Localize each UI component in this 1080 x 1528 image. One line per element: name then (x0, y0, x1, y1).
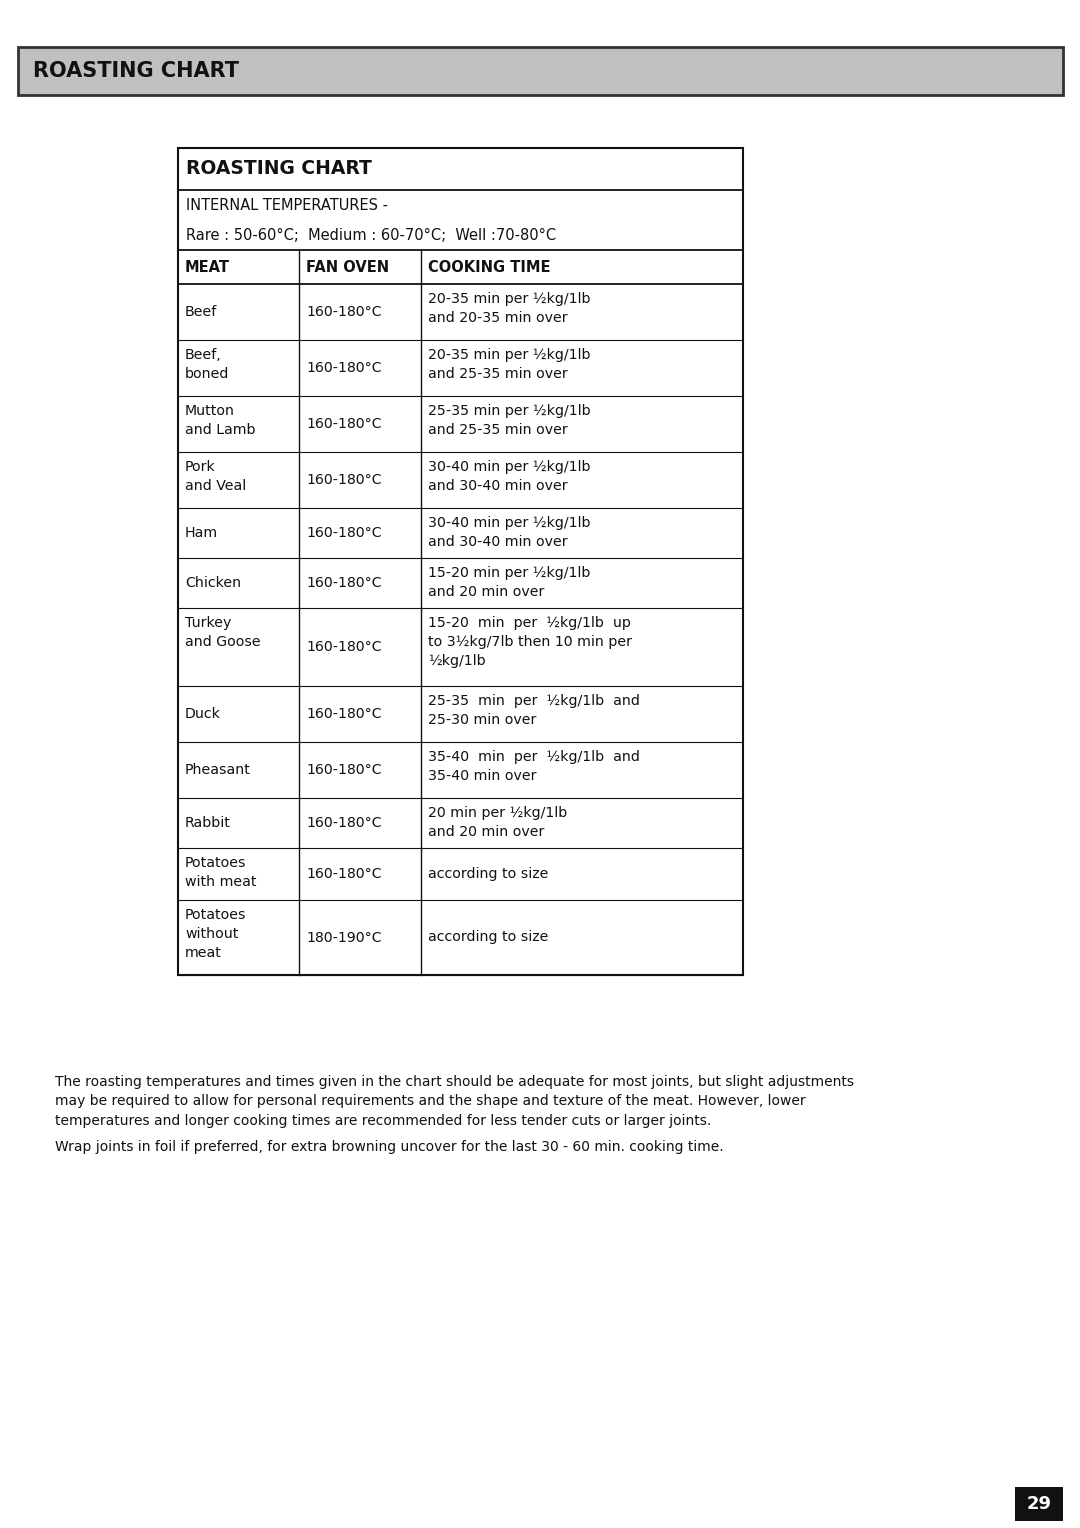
Text: 160-180°C: 160-180°C (307, 417, 382, 431)
Text: Wrap joints in foil if preferred, for extra browning uncover for the last 30 - 6: Wrap joints in foil if preferred, for ex… (55, 1140, 724, 1154)
Text: 160-180°C: 160-180°C (307, 707, 382, 721)
Text: Potatoes
with meat: Potatoes with meat (185, 856, 257, 889)
Text: 25-35 min per ½kg/1lb
and 25-35 min over: 25-35 min per ½kg/1lb and 25-35 min over (428, 403, 591, 437)
Text: 160-180°C: 160-180°C (307, 526, 382, 539)
Bar (178, 148, 743, 975)
Text: 30-40 min per ½kg/1lb
and 30-40 min over: 30-40 min per ½kg/1lb and 30-40 min over (428, 516, 591, 549)
Text: 160-180°C: 160-180°C (307, 816, 382, 830)
Text: FAN OVEN: FAN OVEN (307, 260, 390, 275)
Text: 20-35 min per ½kg/1lb
and 20-35 min over: 20-35 min per ½kg/1lb and 20-35 min over (428, 292, 591, 325)
Text: ROASTING CHART: ROASTING CHART (33, 61, 239, 81)
Text: Rare : 50-60°C;  Medium : 60-70°C;  Well :70-80°C: Rare : 50-60°C; Medium : 60-70°C; Well :… (186, 228, 556, 243)
Text: 30-40 min per ½kg/1lb
and 30-40 min over: 30-40 min per ½kg/1lb and 30-40 min over (428, 460, 591, 494)
Text: Pheasant: Pheasant (185, 762, 251, 778)
Text: Pork
and Veal: Pork and Veal (185, 460, 246, 494)
Text: 160-180°C: 160-180°C (307, 640, 382, 654)
Text: 160-180°C: 160-180°C (307, 474, 382, 487)
Text: Potatoes
without
meat: Potatoes without meat (185, 908, 246, 960)
Text: according to size: according to size (428, 866, 549, 882)
Text: 29: 29 (1026, 1494, 1052, 1513)
Bar (1015, 1487, 1063, 1520)
Text: 20-35 min per ½kg/1lb
and 25-35 min over: 20-35 min per ½kg/1lb and 25-35 min over (428, 348, 591, 380)
Text: 15-20  min  per  ½kg/1lb  up
to 3½kg/7lb then 10 min per
½kg/1lb: 15-20 min per ½kg/1lb up to 3½kg/7lb the… (428, 616, 632, 668)
Text: Mutton
and Lamb: Mutton and Lamb (185, 403, 256, 437)
Text: 160-180°C: 160-180°C (307, 866, 382, 882)
Text: 160-180°C: 160-180°C (307, 306, 382, 319)
Text: 25-35  min  per  ½kg/1lb  and
25-30 min over: 25-35 min per ½kg/1lb and 25-30 min over (428, 694, 639, 727)
Text: Ham: Ham (185, 526, 218, 539)
Text: Beef: Beef (185, 306, 217, 319)
Text: INTERNAL TEMPERATURES -: INTERNAL TEMPERATURES - (186, 197, 388, 212)
Text: 20 min per ½kg/1lb
and 20 min over: 20 min per ½kg/1lb and 20 min over (428, 805, 567, 839)
Text: The roasting temperatures and times given in the chart should be adequate for mo: The roasting temperatures and times give… (55, 1076, 854, 1128)
Text: 180-190°C: 180-190°C (307, 931, 382, 944)
Text: 160-180°C: 160-180°C (307, 576, 382, 590)
Text: Turkey
and Goose: Turkey and Goose (185, 616, 260, 649)
Text: 160-180°C: 160-180°C (307, 762, 382, 778)
Text: 35-40  min  per  ½kg/1lb  and
35-40 min over: 35-40 min per ½kg/1lb and 35-40 min over (428, 750, 639, 782)
Text: ROASTING CHART: ROASTING CHART (186, 159, 372, 179)
Text: Rabbit: Rabbit (185, 816, 231, 830)
Text: 160-180°C: 160-180°C (307, 361, 382, 374)
Text: COOKING TIME: COOKING TIME (428, 260, 551, 275)
Text: MEAT: MEAT (185, 260, 230, 275)
Text: Beef,
boned: Beef, boned (185, 348, 229, 380)
Bar (18, 47, 1063, 95)
Text: Chicken: Chicken (185, 576, 241, 590)
Text: Duck: Duck (185, 707, 221, 721)
Text: according to size: according to size (428, 931, 549, 944)
Text: 15-20 min per ½kg/1lb
and 20 min over: 15-20 min per ½kg/1lb and 20 min over (428, 565, 591, 599)
